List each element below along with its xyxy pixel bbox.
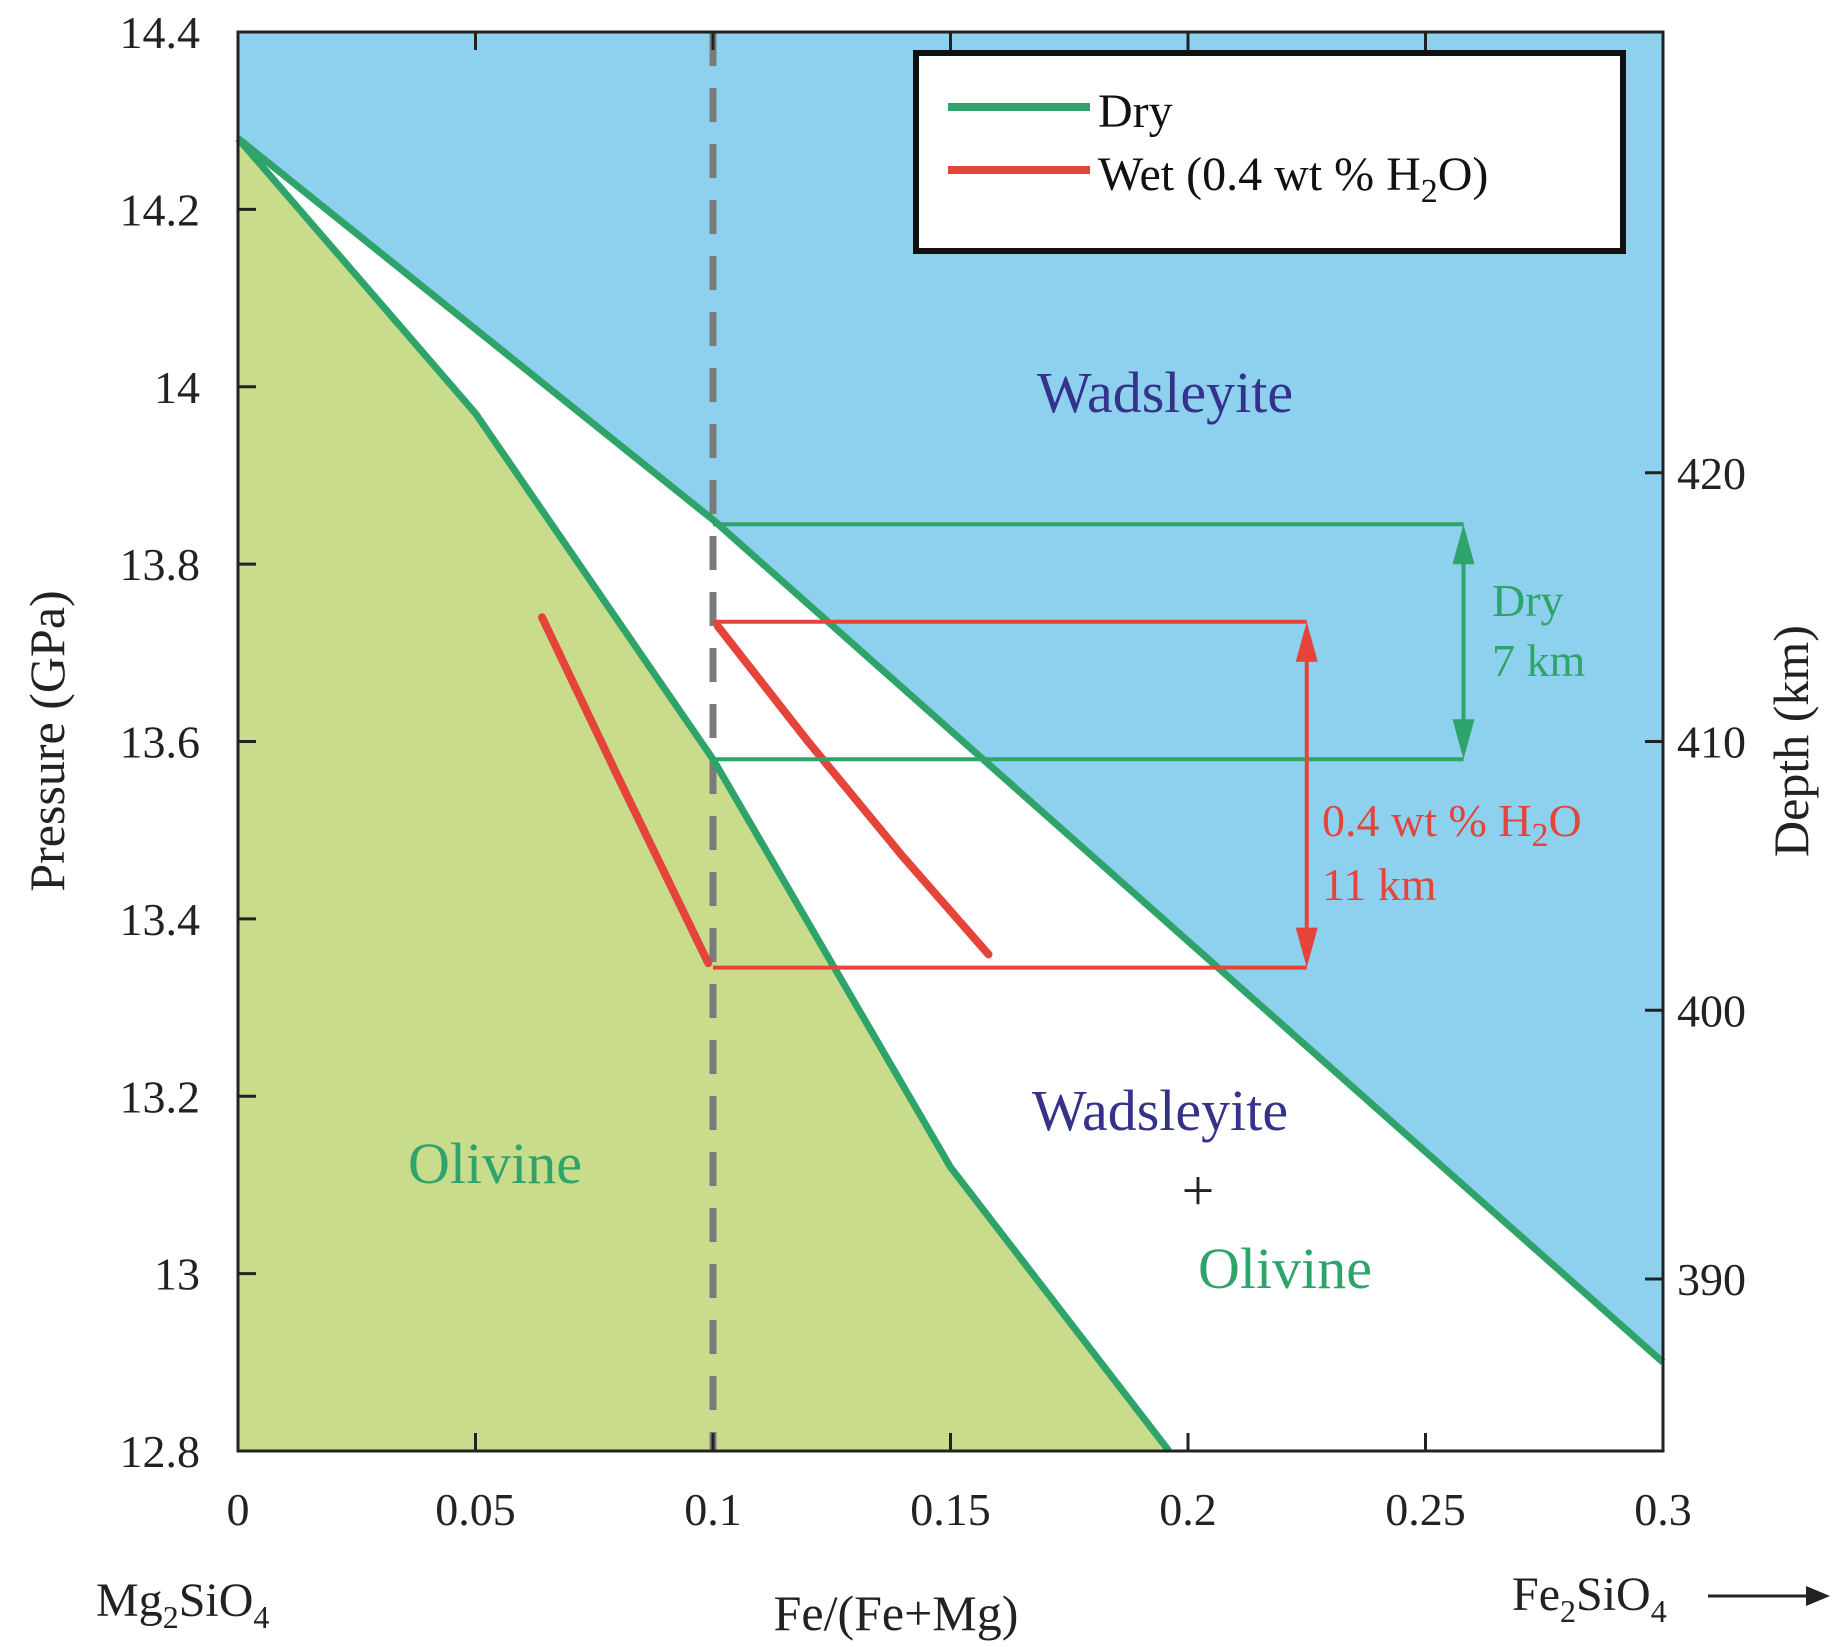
- legend-dry-label: Dry: [1098, 85, 1173, 138]
- x-tick-label: 0.3: [1634, 1484, 1692, 1535]
- wet-arrowhead-up: [1295, 621, 1318, 662]
- x-tick-label: 0.25: [1385, 1484, 1466, 1535]
- wet-interval-km: 11 km: [1322, 859, 1437, 910]
- y-tick-label: 13: [154, 1249, 200, 1300]
- dry-wadsleyite-boundary: [235, 135, 1666, 1365]
- y2-tick-label: 410: [1677, 717, 1746, 768]
- y-tick-label: 14.2: [120, 184, 201, 235]
- x-tick-label: 0.05: [435, 1484, 516, 1535]
- wet-interval-label: 0.4 wt % H2O: [1322, 795, 1582, 854]
- y-tick-label: 14.4: [120, 7, 201, 58]
- mix-plus-label: +: [1182, 1158, 1215, 1223]
- y-tick-label: 13.2: [120, 1071, 201, 1122]
- x-tick-label: 0.1: [684, 1484, 742, 1535]
- wadsleyite-label: Wadsleyite: [1037, 360, 1293, 425]
- endmember-left: Mg2SiO4: [96, 1574, 269, 1635]
- wet-wadsleyite-boundary: [713, 622, 993, 959]
- axes: 0 0.05 0.1 0.15 0.2 0.25 0.3 12.8 13 13.2 13.4 13.6…: [120, 7, 1747, 1535]
- olivine-field: [238, 138, 1169, 1451]
- y-tick-label: 12.8: [120, 1426, 201, 1477]
- y2-tick-label: 390: [1677, 1254, 1746, 1305]
- x-tick-label: 0.2: [1159, 1484, 1217, 1535]
- phase-fields: [238, 32, 1663, 1451]
- x-tick-label: 0.15: [910, 1484, 991, 1535]
- y-tick-label: 13.8: [120, 539, 201, 590]
- wet-olivine-boundary: [538, 613, 713, 968]
- y-tick-label: 14: [154, 362, 200, 413]
- dry-arrowhead-down: [1452, 719, 1475, 760]
- dry-interval-km: 7 km: [1492, 635, 1586, 686]
- y-tick-label: 13.6: [120, 717, 201, 768]
- dry-interval-label: Dry: [1492, 575, 1564, 626]
- y2-tick-label: 420: [1677, 448, 1746, 499]
- endmember-right: Fe2SiO4: [1512, 1568, 1667, 1629]
- x-axis-title: Fe/(Fe+Mg): [774, 1585, 1019, 1641]
- y2-tick-label: 400: [1677, 985, 1746, 1036]
- x-tick-label: 0: [227, 1484, 250, 1535]
- dry-arrowhead-up: [1452, 524, 1475, 565]
- wet-arrowhead-down: [1295, 927, 1318, 968]
- phase-boundaries: [235, 32, 1666, 1454]
- mix-olivine-label: Olivine: [1198, 1236, 1372, 1301]
- arrow-right-icon: [1708, 1586, 1830, 1606]
- legend-wet-label: Wet (0.4 wt % H2O): [1098, 148, 1488, 210]
- legend-box: [913, 50, 1626, 254]
- mix-wadsleyite-label: Wadsleyite: [1032, 1078, 1288, 1143]
- y2-axis-title: Depth (km): [1763, 625, 1819, 857]
- y-tick-label: 13.4: [120, 894, 201, 945]
- y-axis-title: Pressure (GPa): [19, 590, 75, 891]
- two-phase-field: [238, 138, 1663, 1451]
- legend: Dry Wet (0.4 wt % H2O): [913, 50, 1626, 254]
- olivine-label: Olivine: [408, 1131, 582, 1196]
